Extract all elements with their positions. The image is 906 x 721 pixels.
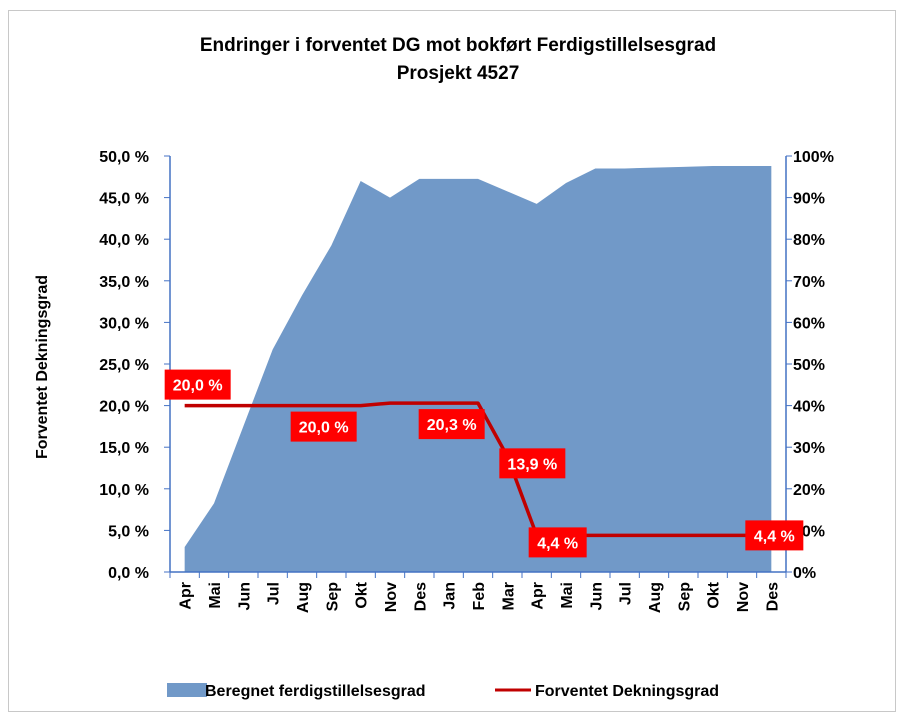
x-tick-label: Nov: [383, 582, 400, 612]
x-tick-label: Aug: [295, 582, 312, 613]
data-labels: 20,0 % 20,0 % 20,3 % 13,9 % 4,4 % 4,4 %: [164, 369, 804, 558]
right-tick-label: 30%: [793, 440, 825, 457]
data-label-box: [418, 409, 485, 440]
data-label-box: [745, 520, 804, 551]
chart-frame: Endringer i forventet DG mot bokført Fer…: [8, 10, 896, 712]
x-tick-label: Nov: [735, 582, 752, 612]
right-tick-label: 0%: [793, 565, 816, 582]
left-tick-label: 45,0 %: [99, 191, 149, 208]
data-label: 20,3 %: [418, 409, 485, 440]
right-tick-label: 90%: [793, 191, 825, 208]
x-tick-label: Sep: [324, 582, 341, 612]
left-tick-label: 10,0 %: [99, 482, 149, 499]
data-label: 20,0 %: [164, 369, 231, 400]
data-label-text: 13,9 %: [507, 456, 557, 473]
y-axis-title: Forventet Dekningsgrad: [34, 275, 51, 459]
right-tick-label: 80%: [793, 232, 825, 249]
left-tick-label: 0,0 %: [108, 565, 149, 582]
data-label: 20,0 %: [290, 411, 357, 442]
x-tick-label: Apr: [530, 582, 547, 610]
left-tick-label: 20,0 %: [99, 399, 149, 416]
legend-label-area: Beregnet ferdigstillelsesgrad: [205, 683, 426, 700]
x-tick-label: Mar: [500, 582, 517, 610]
right-axis-tick-labels: 0%10%20%30%40%50%60%70%80%90%100%: [793, 149, 834, 582]
right-tick-label: 70%: [793, 274, 825, 291]
chart-title-line-2: Prosjekt 4527: [397, 63, 520, 84]
data-label-box: [528, 527, 587, 558]
data-label-box: [164, 369, 231, 400]
data-label-text: 4,4 %: [537, 535, 578, 552]
x-tick-label: Okt: [354, 581, 371, 608]
x-tick-label: Sep: [676, 582, 693, 612]
right-tick-label: 50%: [793, 357, 825, 374]
legend-label-line: Forventet Dekningsgrad: [535, 683, 719, 700]
data-label: 4,4 %: [528, 527, 587, 558]
x-tick-label: Aug: [647, 582, 664, 613]
x-tick-label: Mai: [207, 582, 224, 609]
left-tick-label: 30,0 %: [99, 315, 149, 332]
chart: Endringer i forventet DG mot bokført Fer…: [34, 35, 834, 700]
plot-area: [184, 165, 772, 572]
data-label-text: 4,4 %: [754, 528, 795, 545]
legend-area-swatch: [167, 683, 207, 697]
chart-title-line-1: Endringer i forventet DG mot bokført Fer…: [200, 35, 716, 56]
right-tick-label: 100%: [793, 149, 834, 166]
axes: [164, 155, 792, 578]
x-tick-label: Des: [764, 582, 781, 611]
data-label-text: 20,0 %: [299, 420, 349, 437]
data-label: 4,4 %: [745, 520, 804, 551]
x-tick-label: Jun: [236, 582, 253, 610]
data-label-text: 20,3 %: [427, 417, 477, 434]
x-tick-label: Feb: [471, 582, 488, 611]
left-tick-label: 50,0 %: [99, 149, 149, 166]
left-tick-label: 35,0 %: [99, 274, 149, 291]
data-label-box: [499, 448, 566, 479]
x-tick-label: Apr: [178, 582, 195, 610]
left-axis-tick-labels: 0,0 % 5,0 % 10,0 % 15,0 % 20,0 % 25,0 % 30,0 %…: [99, 149, 149, 582]
left-tick-label: 40,0 %: [99, 232, 149, 249]
left-tick-label: 25,0 %: [99, 357, 149, 374]
x-tick-label: Des: [412, 582, 429, 611]
x-axis-tick-labels: Apr Mai Jun Jul Aug Sep Okt Nov Des Jan Feb Mar Apr M…: [178, 581, 782, 613]
right-tick-label: 60%: [793, 315, 825, 332]
x-tick-label: Jun: [588, 582, 605, 610]
area-series-ferdigstillelsesgrad: [184, 165, 772, 572]
x-tick-label: Mai: [559, 582, 576, 609]
x-tick-label: Jul: [618, 582, 635, 605]
line-series-dekningsgrad: [184, 401, 772, 538]
right-tick-label: 20%: [793, 482, 825, 499]
legend: Beregnet ferdigstillelsesgrad Forventet …: [167, 683, 719, 700]
data-label-box: [290, 411, 357, 442]
x-tick-label: Jul: [266, 582, 283, 605]
x-tick-label: Jan: [442, 582, 459, 610]
left-tick-label: 15,0 %: [99, 440, 149, 457]
data-label-text: 20,0 %: [173, 378, 223, 395]
left-tick-label: 5,0 %: [108, 523, 149, 540]
x-tick-label: Okt: [706, 581, 723, 608]
right-tick-label: 40%: [793, 399, 825, 416]
data-label: 13,9 %: [499, 448, 566, 479]
